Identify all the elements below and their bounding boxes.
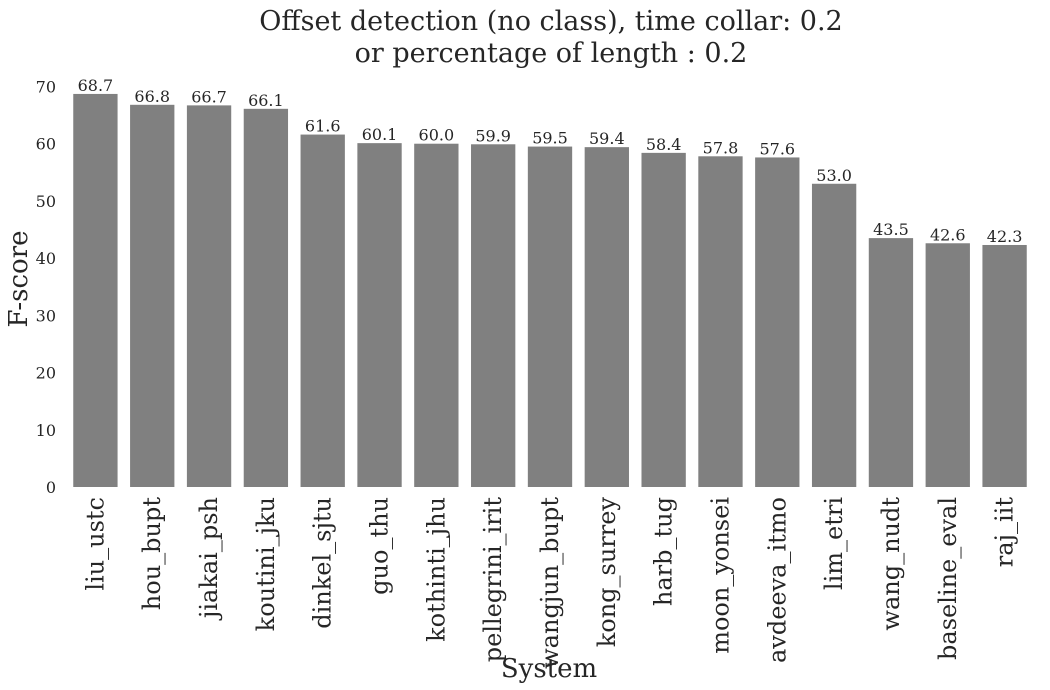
x-tick-label: liu_ustc: [81, 497, 109, 591]
x-tick-label: koutini_jku: [252, 497, 280, 631]
y-tick-label: 10: [36, 421, 56, 440]
x-tick-label: kothinti_jhu: [422, 497, 450, 642]
bar: [584, 147, 629, 487]
data-label: 66.7: [191, 87, 227, 106]
chart-title-line-2: or percentage of length : 0.2: [355, 38, 748, 69]
y-tick-label: 0: [46, 478, 56, 497]
bar: [186, 105, 232, 488]
data-label: 68.7: [78, 76, 114, 95]
x-axis-label: System: [501, 654, 597, 684]
data-label: 60.1: [362, 125, 398, 144]
bar: [982, 244, 1027, 487]
data-label: 43.5: [873, 220, 909, 239]
data-label: 42.3: [987, 227, 1023, 246]
bar: [527, 146, 573, 487]
x-axis-ticks: liu_ustc hou_bupt jiakai_psh koutini_jku din…: [81, 497, 1018, 669]
y-axis-ticks: 0 10 20 30 40 50 60 70: [36, 78, 56, 498]
x-tick-label: jiakai_psh: [195, 497, 223, 621]
data-label: 57.8: [703, 138, 739, 157]
bar: [130, 104, 175, 488]
x-tick-label: pellegrini_irit: [479, 497, 507, 663]
chart-title-line-1: Offset detection (no class), time collar…: [259, 6, 842, 37]
data-label: 57.6: [759, 139, 795, 158]
y-tick-label: 50: [36, 192, 56, 211]
bar: [300, 134, 345, 487]
data-label: 58.4: [646, 135, 682, 154]
data-label: 59.4: [589, 129, 625, 148]
x-tick-label: baseline_eval: [934, 497, 962, 660]
x-tick-label: hou_bupt: [138, 497, 166, 611]
y-tick-label: 20: [36, 364, 56, 383]
x-tick-label: moon_yonsei: [706, 497, 734, 654]
data-label: 53.0: [816, 166, 852, 185]
bar: [414, 143, 459, 487]
x-tick-label: harb_tug: [650, 497, 678, 606]
data-label: 66.1: [248, 91, 284, 110]
x-tick-label: wang_nudt: [877, 497, 905, 631]
data-label: 59.9: [475, 126, 511, 145]
x-tick-label: dinkel_sjtu: [309, 497, 337, 629]
x-tick-label: kong_surrey: [593, 497, 621, 648]
bars: [73, 93, 1027, 488]
y-tick-label: 30: [36, 306, 56, 325]
data-label: 59.5: [532, 129, 568, 148]
bar: [698, 156, 743, 487]
x-tick-label: avdeeva_itmo: [763, 497, 791, 663]
bar: [471, 144, 516, 487]
x-tick-label: wangjun_bupt: [536, 497, 564, 669]
data-label: 60.0: [419, 126, 455, 145]
x-tick-label: lim_etri: [820, 497, 848, 590]
y-tick-label: 40: [36, 249, 56, 268]
bar: [811, 183, 857, 487]
y-axis-label: F-score: [4, 230, 34, 327]
data-label: 42.6: [930, 225, 966, 244]
bar: [243, 108, 289, 487]
bar: [868, 238, 914, 487]
bar: [925, 243, 970, 487]
data-labels: 68.7 66.8 66.7 66.1 61.6 60.1 60.0 59.9 59.5 59.4…: [78, 76, 1023, 246]
x-tick-label: guo_thu: [366, 497, 394, 595]
data-label: 66.8: [134, 87, 170, 106]
bar: [73, 93, 118, 487]
bar: [641, 152, 686, 487]
y-tick-label: 60: [36, 135, 56, 154]
x-tick-label: raj_iit: [991, 497, 1019, 568]
chart-title: Offset detection (no class), time collar…: [259, 6, 842, 69]
y-tick-label: 70: [36, 78, 56, 97]
bar: [357, 143, 402, 487]
bar: [755, 157, 800, 487]
data-label: 61.6: [305, 117, 341, 136]
